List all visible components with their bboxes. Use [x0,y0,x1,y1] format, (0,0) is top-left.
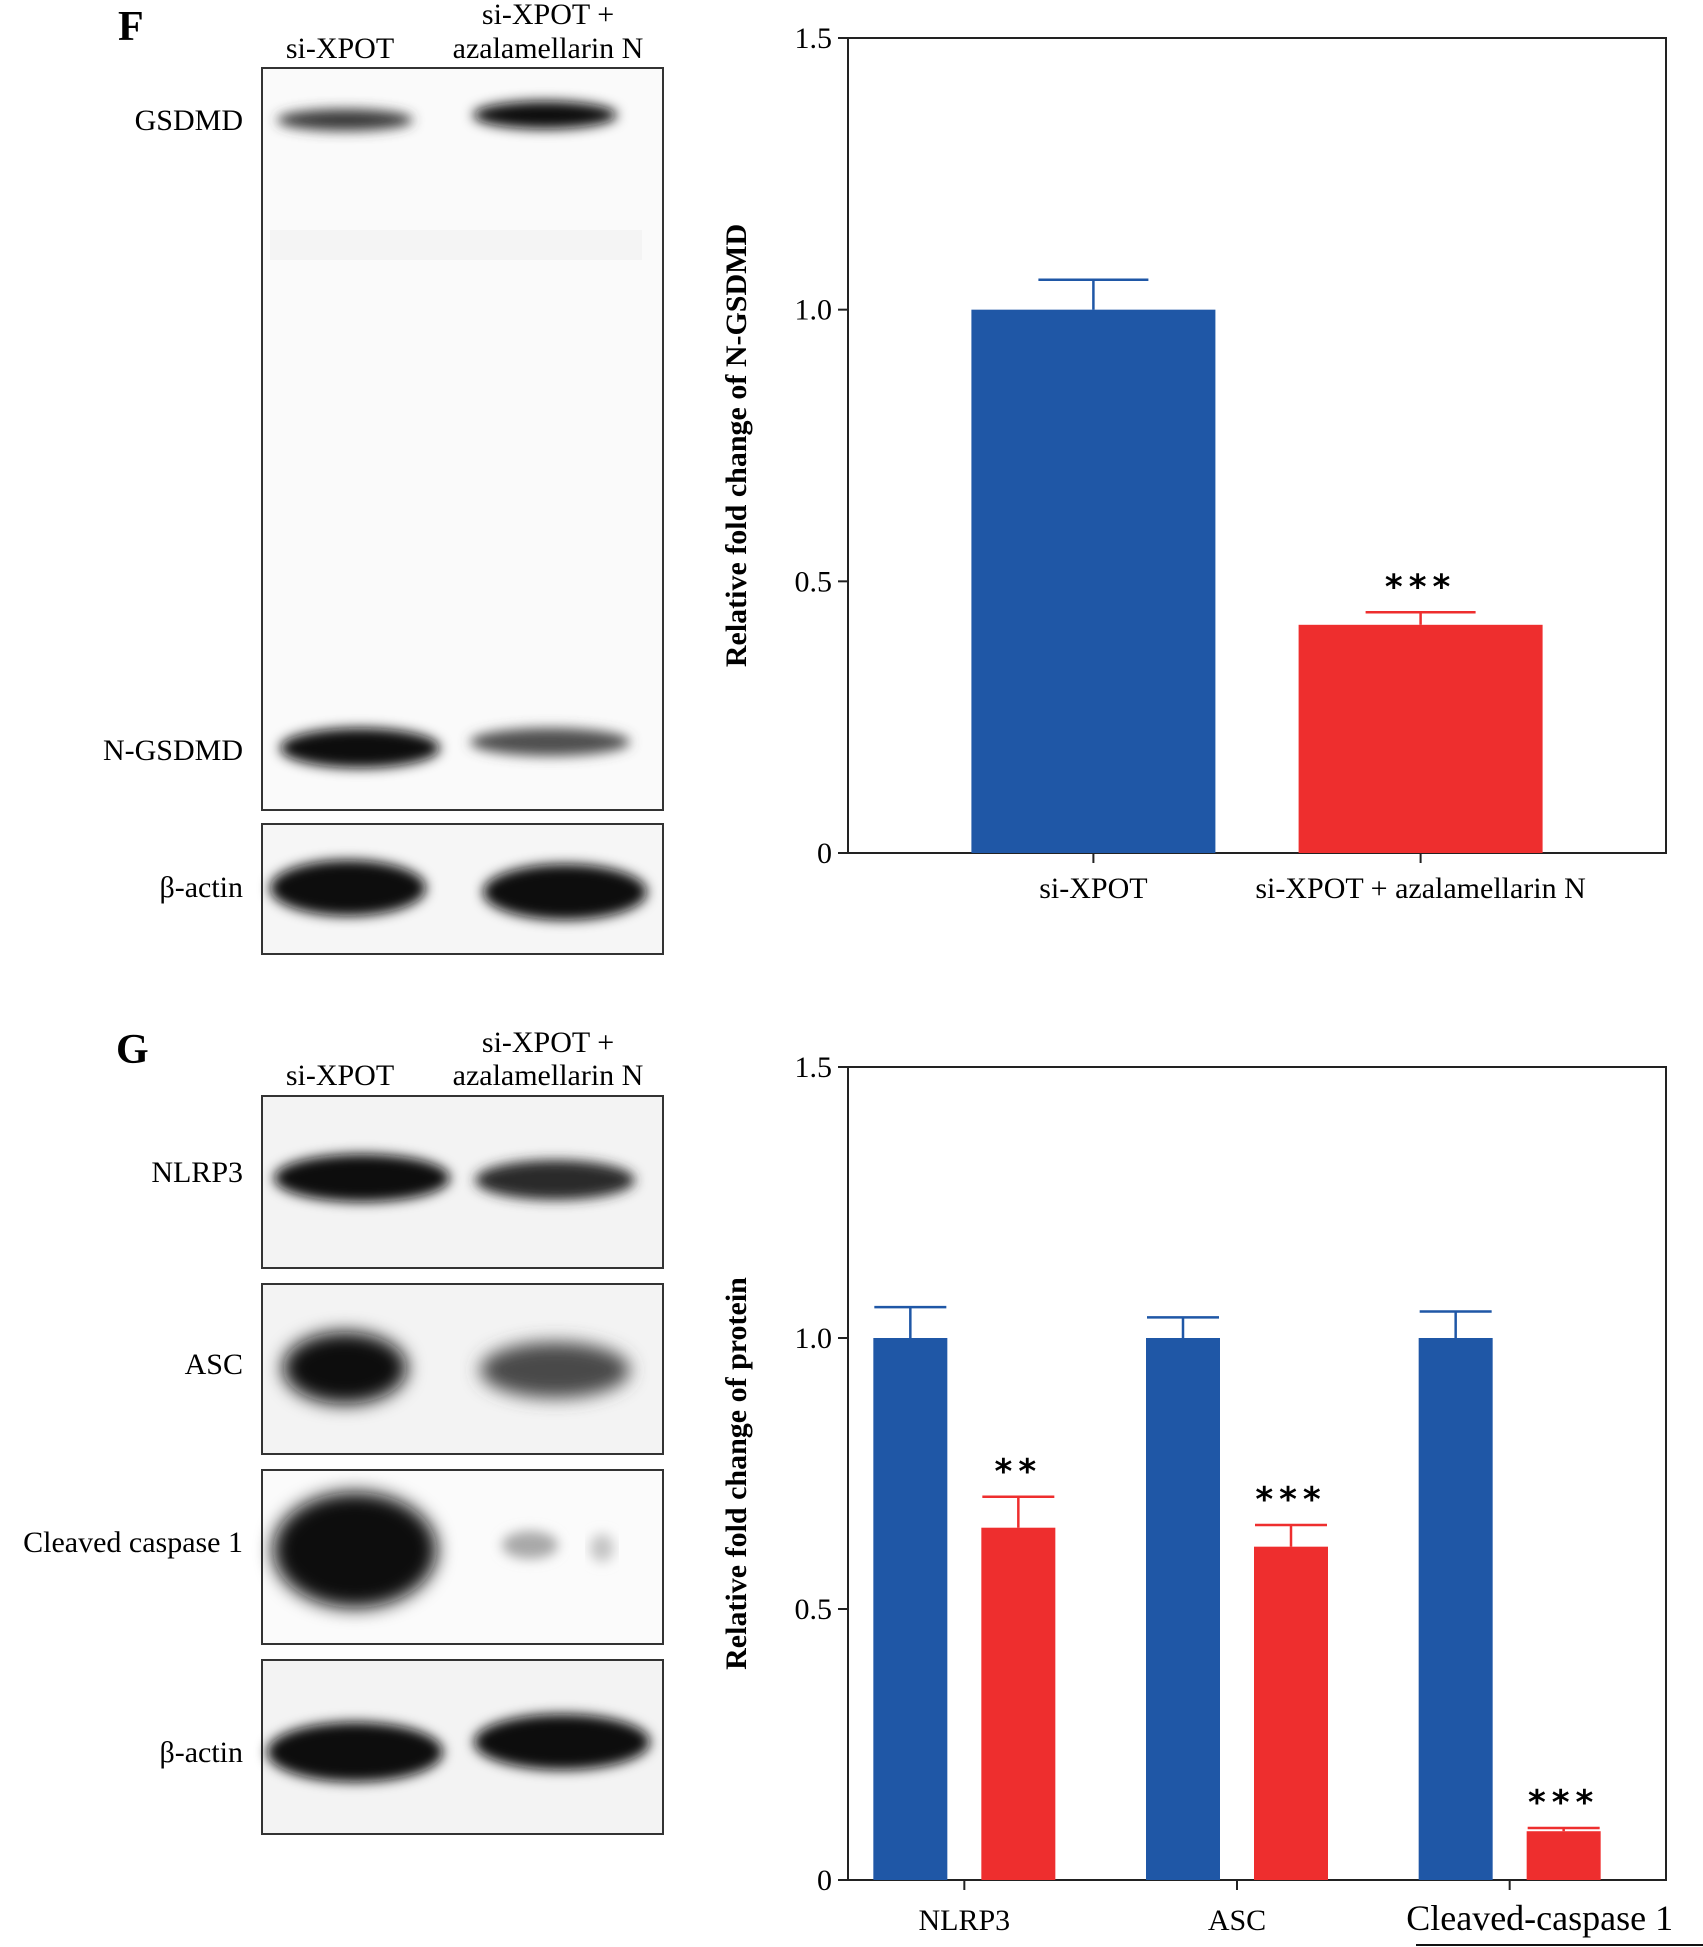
x-category-label: NLRP3 [918,1904,1010,1937]
blot-label-gsdmd: GSDMD [135,104,243,137]
lane-label-si-xpot: si-XPOT [286,32,394,65]
bar [1526,1831,1601,1880]
bar [1254,1546,1328,1880]
significance-stars: *** [1255,1480,1326,1520]
band-asc-lane1 [283,1332,407,1404]
y-tick-label: 1.0 [795,1322,833,1355]
x-category-label: si-XPOT [1039,872,1147,905]
bar [1418,1338,1493,1880]
panel-letter-f: F [118,4,144,50]
x-category-label: Cleaved-caspase 1 [1406,1898,1673,1938]
blot-label-actin-f: β-actin [159,871,243,904]
chart-f: 0 0.5 1.0 1.5 Relative fold change of N-GSDM… [720,22,1667,905]
y-tick-label: 1.5 [795,22,833,55]
bar [981,1527,1056,1880]
lane-label-si-xpot-plus: si-XPOT + [482,0,614,31]
bar [1146,1338,1220,1880]
band-ngsdmd-lane2 [470,728,630,756]
band-caspase-lane1 [273,1492,437,1608]
x-category-label: ASC [1208,1904,1266,1937]
panel-letter-g: G [116,1027,149,1073]
band-caspase-lane2 [502,1531,558,1559]
panel-f-blot: F si-XPOT si-XPOT + azalamellarin N GSDM… [103,0,664,955]
lane-label-si-xpot-g: si-XPOT [286,1059,394,1092]
blot-label-actin-g: β-actin [159,1736,243,1769]
significance-stars: ** [995,1452,1043,1492]
significance-stars: *** [1385,567,1456,607]
blot-membrane-gsdmd [261,67,664,811]
band-ngsdmd-lane1 [280,728,440,768]
lane-label-azalamellarin-g: azalamellarin N [453,1059,644,1092]
band-gsdmd-lane1 [277,109,413,131]
band-nlrp3-lane2 [475,1160,635,1200]
band-actin-f-lane1 [270,860,426,916]
blot-label-n-gsdmd: N-GSDMD [103,734,243,767]
bar [971,309,1216,854]
chart-g: 0 0.5 1.0 1.5 Relative fold change of protei… [720,1051,1673,1938]
x-category-label: si-XPOT + azalamellarin N [1255,872,1585,905]
bar [1298,624,1543,853]
significance-stars: *** [1528,1783,1599,1823]
blot-label-asc: ASC [185,1348,243,1381]
band-asc-lane2 [480,1342,630,1398]
y-axis-label: Relative fold change of protein [720,1277,753,1670]
y-tick-label: 1.5 [795,1051,833,1084]
band-actin-g-lane1 [267,1722,443,1782]
y-tick-label: 0 [817,1864,832,1897]
blot-label-caspase: Cleaved caspase 1 [23,1526,243,1559]
y-tick-label: 1.0 [795,294,833,327]
y-tick-label: 0.5 [795,1593,833,1626]
plot-frame [847,37,1667,854]
band-actin-f-lane2 [483,864,647,920]
lane-label-azalamellarin: azalamellarin N [453,32,644,65]
y-tick-label: 0.5 [795,565,833,598]
y-tick-label: 0 [817,837,832,870]
y-axis-label: Relative fold change of N-GSDMD [720,224,753,667]
bar [873,1338,948,1880]
band-gsdmd-lane2 [473,101,617,129]
band-actin-g-lane2 [474,1714,650,1770]
band-caspase-lane2b [590,1534,614,1562]
blot-faint-region [270,230,642,260]
lane-label-si-xpot-plus-g: si-XPOT + [482,1026,614,1059]
blot-label-nlrp3: NLRP3 [151,1156,243,1189]
panel-g-blot: G si-XPOT si-XPOT + azalamellarin N NLRP… [23,1026,664,1835]
band-nlrp3-lane1 [274,1154,450,1202]
